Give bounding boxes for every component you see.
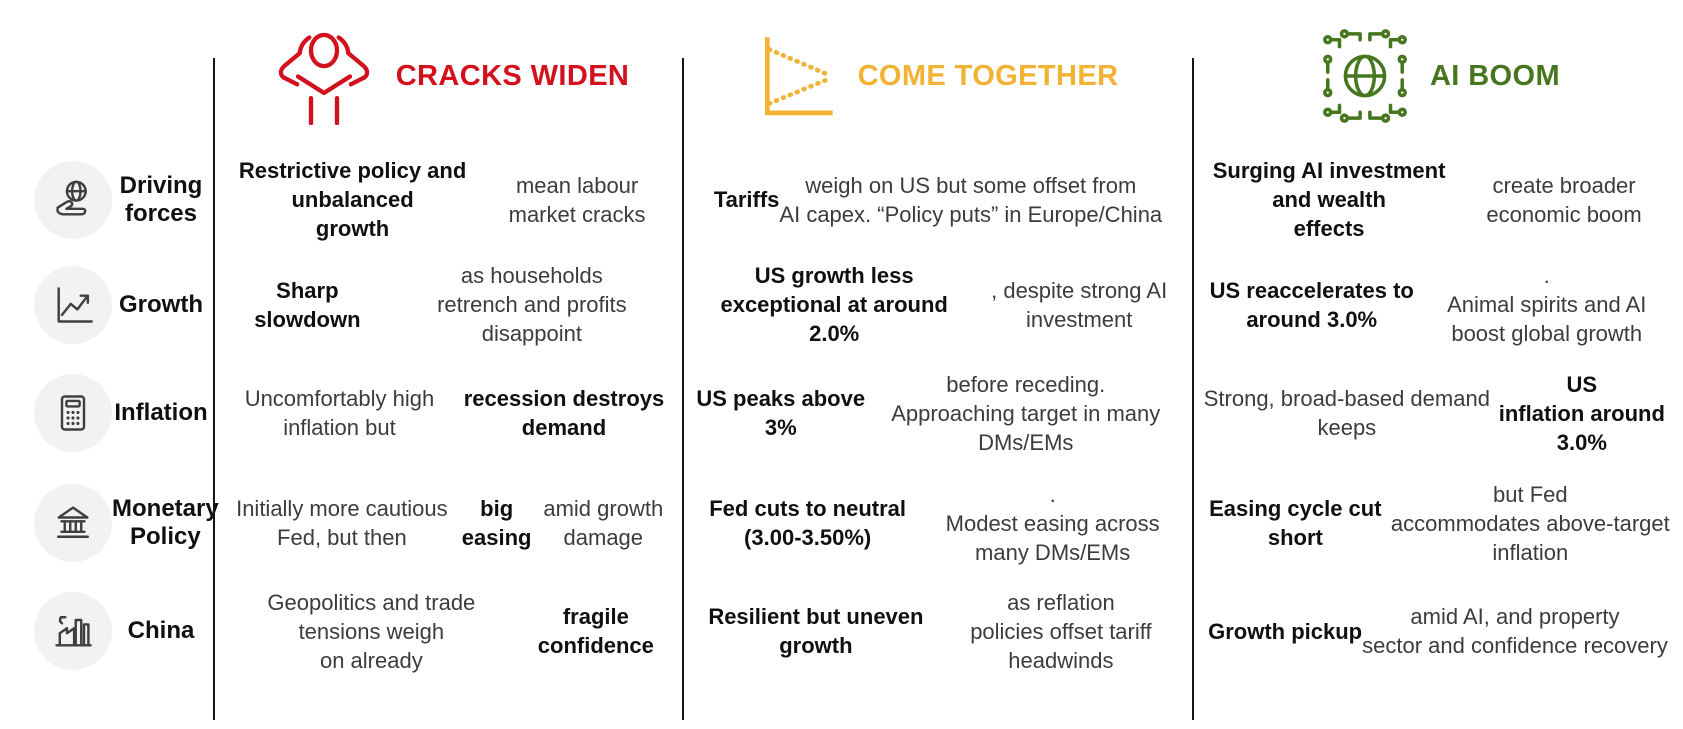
cell-growth-cracks-widen: Sharp slowdown as households retrench an… (254, 263, 627, 346)
row-label: China (127, 617, 195, 644)
cell-china-ai-boom: Growth pickup amid AI, and property sect… (1208, 604, 1668, 658)
cell-monetary-policy-cracks-widen: Initially more cautious Fed, but then bi… (236, 496, 664, 550)
cell-inflation-come-together: US peaks above 3% before receding. Appro… (696, 371, 1161, 455)
cell-driving-forces-come-together: Tariffs weigh on US but some offset from… (713, 172, 1163, 227)
cell-driving-forces-ai-boom: Surging AI investment and wealth effects… (1212, 158, 1642, 241)
row-header-driving-forces: Driving forces (0, 148, 214, 251)
row-label: Driving forces (119, 171, 203, 227)
row-label: Monetary Policy (112, 495, 219, 550)
line-chart-up-icon (34, 265, 112, 344)
row-header-china: China (0, 578, 214, 684)
cell-growth-ai-boom: US reaccelerates to around 3.0%. Animal … (1209, 263, 1647, 346)
cell-growth-come-together: US growth less exceptional at around 2.0… (720, 263, 1168, 346)
scenario-title: AI BOOM (1429, 59, 1561, 92)
cell-monetary-policy-ai-boom: Easing cycle cut short but Fed accommoda… (1209, 481, 1670, 565)
row-header-monetary-policy: Monetary Policy (0, 468, 219, 578)
cell-inflation-cracks-widen: Uncomfortably high inflation but recessi… (244, 386, 665, 440)
cell-inflation-ai-boom: Strong, broad-based demand keeps US infl… (1203, 371, 1665, 455)
hand-holding-globe-icon (34, 160, 112, 239)
header-spacer (0, 0, 214, 148)
column-divider (682, 58, 684, 720)
cell-driving-forces-cracks-widen: Restrictive policy and unbalanced growth… (238, 158, 646, 241)
row-header-growth: Growth (0, 251, 214, 358)
scenario-header-come-together: COME TOGETHER (683, 0, 1193, 148)
ai-globe-circuit-icon (1316, 27, 1414, 125)
row-header-inflation: Inflation (0, 358, 214, 468)
bank-icon (34, 484, 112, 562)
scenario-title: CRACKS WIDEN (395, 59, 630, 92)
head-in-hands-icon (268, 28, 380, 125)
cell-china-cracks-widen: Geopolitics and trade tensions weigh on … (267, 589, 654, 673)
column-divider (1192, 58, 1194, 720)
scenario-header-cracks-widen: CRACKS WIDEN (214, 0, 683, 148)
scenario-title: COME TOGETHER (857, 59, 1119, 92)
cell-china-come-together: Resilient but uneven growth as reflation… (708, 589, 1152, 673)
calculator-icon (34, 374, 112, 452)
row-label: Inflation (114, 399, 208, 426)
cell-monetary-policy-come-together: Fed cuts to neutral (3.00-3.50%). Modest… (709, 481, 1160, 565)
scenario-header-ai-boom: AI BOOM (1193, 0, 1683, 148)
converging-lines-chart-icon (758, 30, 842, 122)
column-divider (213, 58, 215, 720)
factory-icon (34, 592, 112, 670)
row-label: Growth (119, 290, 203, 318)
